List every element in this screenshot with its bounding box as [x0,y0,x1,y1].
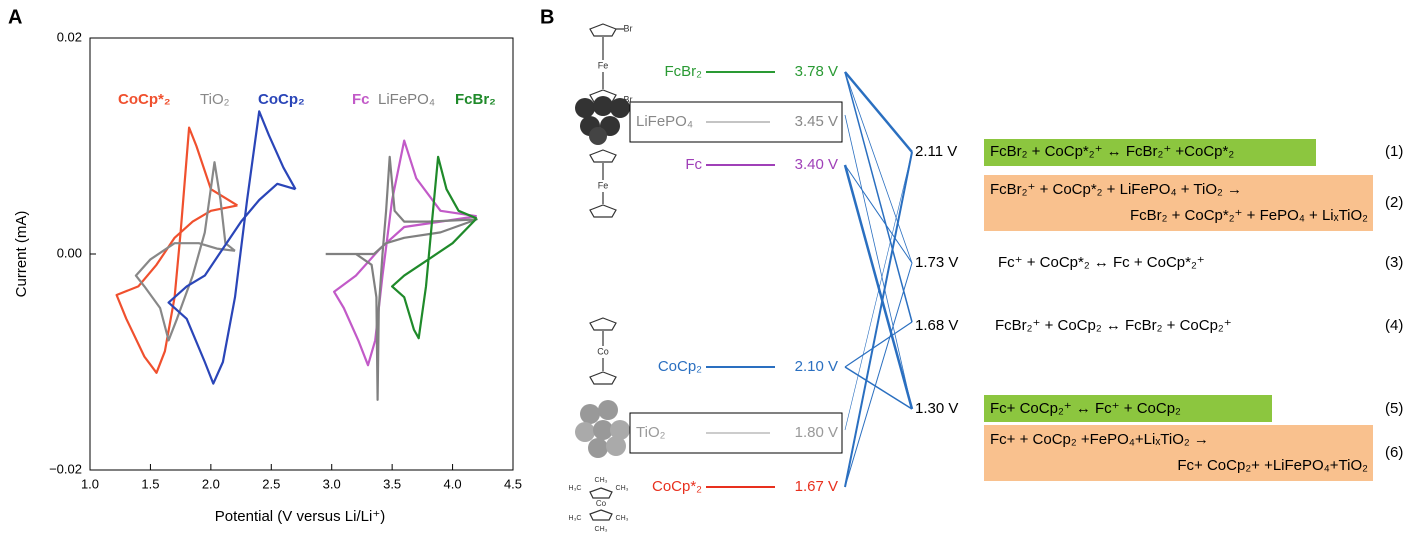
atom-label: Co [596,499,607,508]
atom-label: CH₃ [595,526,608,533]
reaction-number: (6) [1385,444,1403,461]
level-voltage: 3.40 V [795,156,838,173]
y-tick-label: 0.02 [57,29,82,44]
level-label: TiO₂ [636,424,666,441]
cell-voltage: 1.30 V [915,400,958,417]
x-tick-label: 3.5 [383,476,401,491]
y-tick-label: 0.00 [57,245,82,260]
x-tick-label: 4.5 [504,476,522,491]
x-tick-label: 3.0 [323,476,341,491]
cv-curve [392,157,477,338]
panel-label: A [8,6,22,28]
level-label: FcBr₂ [665,63,703,80]
x-tick-label: 2.0 [202,476,220,491]
reaction-text: FcBr₂ + CoCp*₂⁺ ↔ FcBr₂⁺ +CoCp*₂ [990,143,1234,160]
atom-label: Fe [598,60,609,70]
level-voltage: 3.45 V [795,113,838,130]
series-label: Fc [352,91,370,108]
reaction-number: (5) [1385,400,1403,417]
reaction-text: FcBr₂⁺ + CoCp*₂ + LiFePO₄ + TiO₂ → [990,181,1242,198]
cell-voltage: 1.68 V [915,317,958,334]
series-label: LiFePO₄ [378,91,435,108]
level-label: LiFePO₄ [636,113,693,130]
atom-label: Br [624,94,633,104]
atom-label: CH₃ [616,515,629,522]
y-axis-label: Current (mA) [13,211,30,298]
reaction-number: (2) [1385,194,1403,211]
atom-label: CH₃ [616,485,629,492]
reaction-text: FcBr₂ + CoCp*₂⁺ + FePO₄ + LiₓTiO₂ [1130,207,1368,224]
atom-label: Co [597,346,609,356]
reaction-text: Fc+ CoCp₂+ +LiFePO₄+TiO₂ [1177,457,1368,474]
reaction-text: Fc⁺ + CoCp*₂ ↔ Fc + CoCp*₂⁺ [998,254,1205,271]
panel-label: B [540,6,554,28]
atom-label: Br [624,23,633,33]
y-tick-label: −0.02 [49,461,82,476]
series-label: CoCp*₂ [118,91,171,108]
level-voltage: 1.80 V [795,424,838,441]
series-label: FcBr₂ [455,91,496,108]
atom-label: CH₃ [595,477,608,484]
level-voltage: 3.78 V [795,63,838,80]
level-voltage: 2.10 V [795,358,838,375]
atom-label: H₃C [569,515,582,522]
reaction-number: (3) [1385,254,1403,271]
level-label: CoCp*₂ [652,478,702,495]
atom-label: Fe [598,180,609,190]
figure: A B Potential (V versus Li/Li⁺) Current … [0,0,1410,534]
x-axis-label: Potential (V versus Li/Li⁺) [215,508,386,525]
x-tick-label: 1.5 [141,476,159,491]
cell-voltage: 1.73 V [915,254,958,271]
level-label: CoCp₂ [658,358,702,375]
atom-label: H₃C [569,485,582,492]
series-label: TiO₂ [200,91,230,108]
cv-curve [117,128,238,373]
connectors [845,72,912,487]
x-tick-label: 1.0 [81,476,99,491]
level-voltage: 1.67 V [795,478,838,495]
cell-voltage: 2.11 V [915,143,957,160]
x-tick-label: 2.5 [262,476,280,491]
level-label: Fc [685,156,702,173]
reaction-text: Fc+ + CoCp₂ +FePO₄+LiₓTiO₂ → [990,431,1209,448]
reaction-number: (4) [1385,317,1403,334]
x-tick-label: 4.0 [444,476,462,491]
reaction-text: Fc+ CoCp₂⁺ ↔ Fc⁺ + CoCp₂ [990,400,1181,417]
reaction-text: FcBr₂⁺ + CoCp₂ ↔ FcBr₂ + CoCp₂⁺ [995,317,1232,334]
reaction-number: (1) [1385,143,1403,160]
series-label: CoCp₂ [258,91,305,108]
